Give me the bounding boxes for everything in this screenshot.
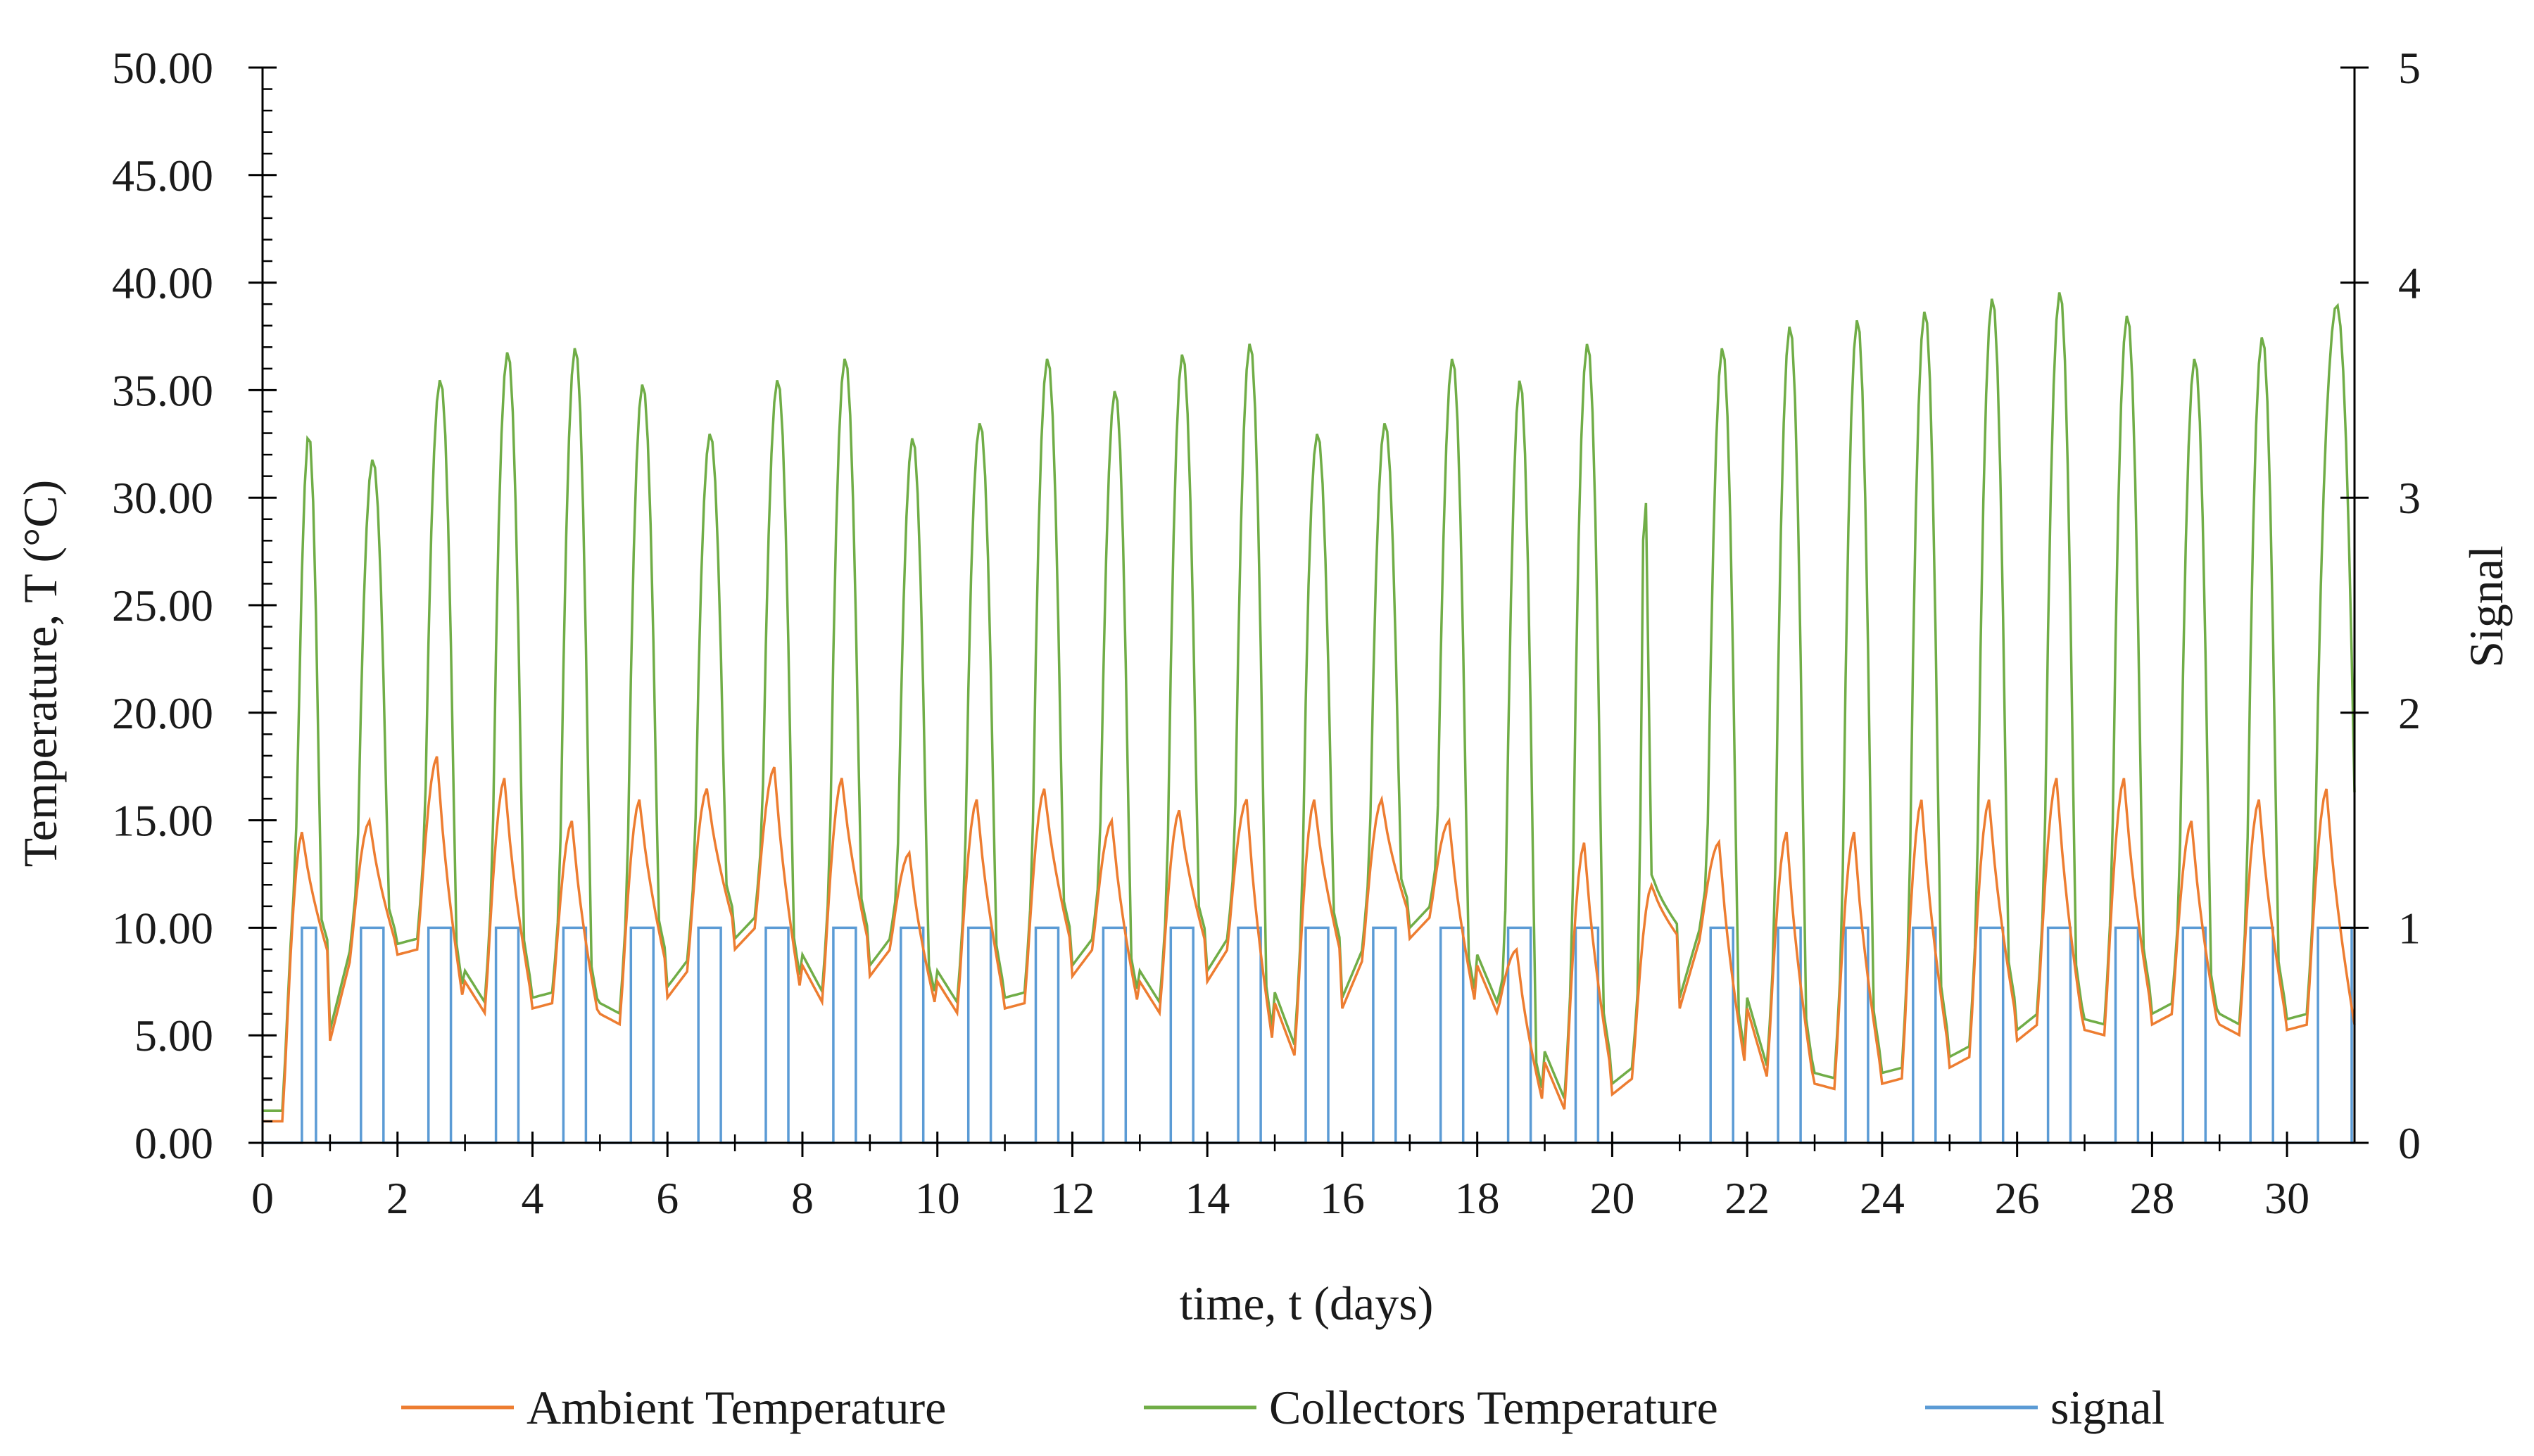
x-tick-label: 24 <box>1860 1173 1905 1223</box>
y-tick-label: 50.00 <box>112 43 213 93</box>
y2-tick-label: 3 <box>2398 473 2421 523</box>
x-tick-label: 4 <box>521 1173 543 1223</box>
y2-tick-label: 4 <box>2398 258 2421 308</box>
x-tick-label: 12 <box>1049 1173 1095 1223</box>
plot-series-group <box>263 292 2356 1144</box>
y-tick-label: 10.00 <box>112 903 213 953</box>
x-tick-label: 2 <box>386 1173 409 1223</box>
y-tick-label: 35.00 <box>112 365 213 415</box>
y-tick-label: 45.00 <box>112 151 213 201</box>
y-tick-label: 5.00 <box>134 1011 213 1061</box>
series-line-collectors-temperature <box>263 292 2356 1112</box>
y-tick-label: 25.00 <box>112 581 213 631</box>
x-tick-label: 0 <box>251 1173 274 1223</box>
x-tick-label: 16 <box>1320 1173 1365 1223</box>
x-tick-label: 14 <box>1185 1173 1230 1223</box>
x-tick-label: 20 <box>1589 1173 1634 1223</box>
y2-tick-label: 1 <box>2398 903 2421 953</box>
x-tick-label: 18 <box>1455 1173 1500 1223</box>
x-tick-label: 10 <box>915 1173 960 1223</box>
y2-tick-label: 5 <box>2398 43 2421 93</box>
x-tick-label: 28 <box>2129 1173 2174 1223</box>
x-tick-label: 30 <box>2264 1173 2309 1223</box>
legend-label-ambient: Ambient Temperature <box>527 1381 946 1434</box>
x-tick-label: 22 <box>1725 1173 1770 1223</box>
y2-tick-label: 0 <box>2398 1118 2421 1168</box>
x-tick-label: 8 <box>791 1173 814 1223</box>
y2-axis-title: Signal <box>2459 545 2513 668</box>
legend-label-collectors: Collectors Temperature <box>1269 1381 1718 1434</box>
x-axis-title: time, t (days) <box>1180 1277 1434 1330</box>
y-tick-label: 20.00 <box>112 688 213 738</box>
y-axis-title: Temperature, T (°C) <box>13 480 67 868</box>
y-tick-label: 15.00 <box>112 796 213 846</box>
legend-label-signal: signal <box>2050 1381 2164 1434</box>
series-line-ambient-temperature <box>263 756 2356 1123</box>
axes-group: 0.005.0010.0015.0020.0025.0030.0035.0040… <box>112 43 2421 1223</box>
y-tick-label: 0.00 <box>134 1118 213 1168</box>
x-tick-label: 26 <box>1995 1173 2040 1223</box>
legend: Ambient Temperature Collectors Temperatu… <box>401 1381 2164 1434</box>
y-tick-label: 40.00 <box>112 258 213 308</box>
y-tick-label: 30.00 <box>112 473 213 523</box>
x-tick-label: 6 <box>656 1173 679 1223</box>
y2-tick-label: 2 <box>2398 688 2421 738</box>
